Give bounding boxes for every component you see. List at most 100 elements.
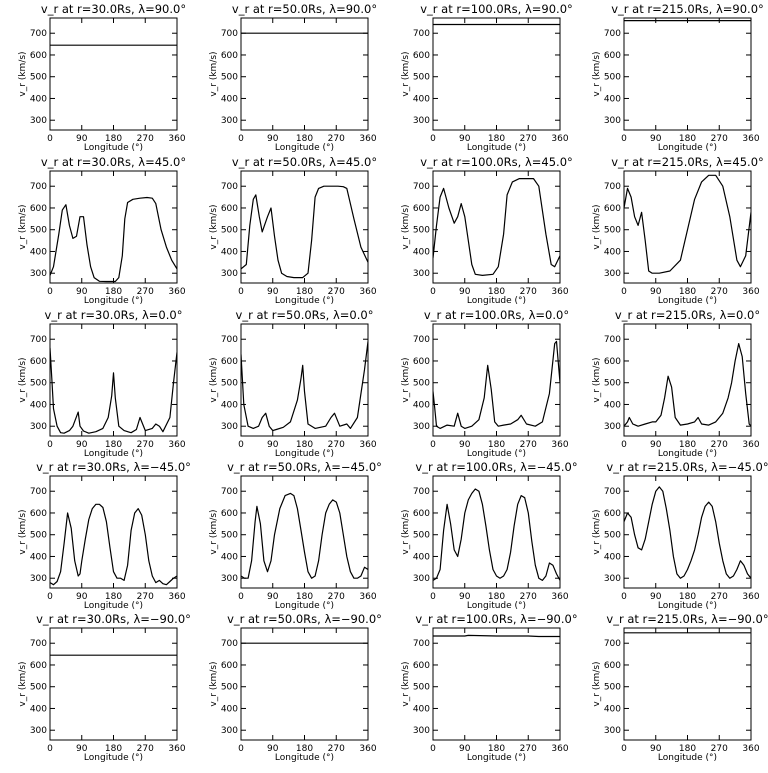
x-tick-label: 360 (168, 592, 185, 602)
y-tick-label: 300 (30, 574, 47, 584)
y-tick-label: 500 (30, 226, 47, 236)
y-tick-label: 600 (221, 204, 238, 214)
y-tick-label: 400 (413, 247, 430, 257)
y-axis-label: v_r (km/s) (401, 51, 411, 96)
y-tick-label: 600 (413, 51, 430, 61)
y-tick-label: 700 (221, 182, 238, 192)
chart-panel-12: v_r at r=30.0Rs, λ=−45.0° 0 90 180 270 360 300… (18, 460, 191, 611)
x-tick-label: 0 (238, 134, 244, 144)
y-axis-label: v_r (km/s) (592, 661, 602, 706)
x-axis-label: Longitude (°) (275, 143, 334, 153)
x-tick-label: 0 (430, 440, 436, 450)
x-tick-label: 270 (137, 440, 154, 450)
x-tick-label: 360 (742, 440, 759, 450)
x-tick-label: 360 (551, 287, 568, 297)
y-tick-label: 300 (604, 116, 621, 126)
series-line (433, 488, 560, 582)
x-tick-label: 90 (650, 592, 662, 602)
y-tick-label: 300 (413, 726, 430, 736)
x-tick-label: 270 (137, 744, 154, 754)
y-tick-label: 400 (30, 247, 47, 257)
chart-panel-7: v_r at r=215.0Rs, λ=45.0° 0 90 180 270 360 300… (592, 155, 764, 306)
series-line (241, 341, 368, 432)
y-tick-label: 500 (413, 73, 430, 83)
x-tick-label: 270 (520, 744, 537, 754)
x-axis-label: Longitude (°) (658, 601, 717, 611)
x-axis-label: Longitude (°) (84, 296, 143, 306)
y-tick-label: 600 (413, 204, 430, 214)
y-tick-label: 700 (30, 29, 47, 39)
plot-frame (240, 323, 369, 437)
x-tick-label: 90 (267, 134, 279, 144)
x-tick-label: 180 (105, 744, 122, 754)
y-tick-label: 400 (413, 94, 430, 104)
y-tick-label: 400 (30, 704, 47, 714)
plot-frame (49, 170, 178, 284)
y-tick-label: 400 (221, 94, 238, 104)
x-tick-label: 270 (711, 134, 728, 144)
series-line (624, 343, 751, 427)
y-tick-label: 500 (413, 531, 430, 541)
y-tick-label: 700 (413, 487, 430, 497)
x-tick-label: 0 (430, 592, 436, 602)
plot-frame (240, 475, 369, 589)
series-line (433, 340, 560, 429)
y-axis-label: v_r (km/s) (18, 661, 28, 706)
chart-panel-14: v_r at r=100.0Rs, λ=−45.0° 0 90 180 270 360 30… (401, 460, 578, 611)
chart-panel-17: v_r at r=50.0Rs, λ=−90.0° 0 90 180 270 360 300… (209, 612, 382, 763)
y-tick-label: 300 (413, 269, 430, 279)
x-tick-label: 270 (328, 440, 345, 450)
x-tick-label: 360 (551, 440, 568, 450)
y-tick-label: 700 (221, 639, 238, 649)
x-tick-label: 90 (459, 592, 471, 602)
y-tick-label: 500 (604, 226, 621, 236)
chart-title: v_r at r=30.0Rs, λ=0.0° (45, 308, 183, 322)
chart-title: v_r at r=215.0Rs, λ=90.0° (611, 2, 764, 16)
x-tick-label: 0 (621, 134, 627, 144)
y-tick-label: 300 (413, 422, 430, 432)
y-tick-label: 600 (604, 357, 621, 367)
y-tick-label: 400 (30, 94, 47, 104)
x-tick-label: 90 (650, 287, 662, 297)
x-axis-label: Longitude (°) (275, 449, 334, 459)
y-axis-label: v_r (km/s) (209, 51, 219, 96)
y-tick-label: 500 (221, 73, 238, 83)
chart-title: v_r at r=50.0Rs, λ=0.0° (236, 308, 374, 322)
x-axis-label: Longitude (°) (84, 143, 143, 153)
x-tick-label: 360 (551, 134, 568, 144)
x-tick-label: 270 (520, 440, 537, 450)
chart-panel-10: v_r at r=100.0Rs, λ=0.0° 0 90 180 270 360 300 4… (401, 308, 569, 459)
y-tick-label: 500 (30, 379, 47, 389)
x-axis-label: Longitude (°) (658, 143, 717, 153)
x-tick-label: 90 (267, 592, 279, 602)
x-tick-label: 0 (47, 134, 53, 144)
x-tick-label: 90 (76, 287, 88, 297)
y-axis-label: v_r (km/s) (401, 357, 411, 402)
x-axis-label: Longitude (°) (84, 449, 143, 459)
chart-title: v_r at r=30.0Rs, λ=−90.0° (36, 612, 191, 626)
y-tick-label: 600 (604, 51, 621, 61)
y-tick-label: 500 (221, 379, 238, 389)
y-axis-label: v_r (km/s) (592, 509, 602, 554)
y-tick-label: 500 (413, 226, 430, 236)
y-tick-label: 300 (221, 269, 238, 279)
x-tick-label: 180 (679, 440, 696, 450)
x-tick-label: 90 (76, 592, 88, 602)
y-tick-label: 600 (413, 661, 430, 671)
y-tick-label: 400 (604, 552, 621, 562)
series-line (241, 492, 368, 579)
y-tick-label: 300 (30, 422, 47, 432)
y-axis-label: v_r (km/s) (18, 357, 28, 402)
y-tick-label: 700 (221, 487, 238, 497)
x-axis-label: Longitude (°) (467, 296, 526, 306)
x-tick-label: 180 (296, 592, 313, 602)
y-tick-label: 700 (221, 335, 238, 345)
x-tick-label: 360 (359, 287, 376, 297)
x-tick-label: 90 (459, 134, 471, 144)
x-tick-label: 360 (742, 592, 759, 602)
x-axis-label: Longitude (°) (275, 296, 334, 306)
x-tick-label: 360 (551, 744, 568, 754)
y-tick-label: 500 (604, 379, 621, 389)
x-axis-label: Longitude (°) (275, 601, 334, 611)
